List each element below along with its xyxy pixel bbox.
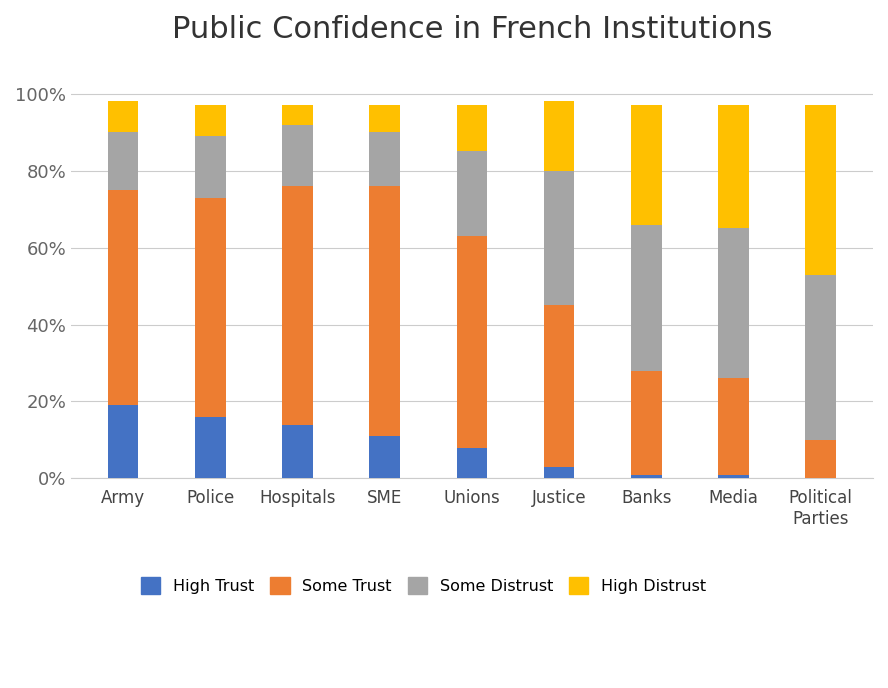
Bar — [543, 467, 575, 478]
Bar — [195, 197, 226, 417]
Bar — [195, 136, 226, 197]
Bar — [282, 105, 313, 125]
Bar — [805, 105, 836, 275]
Bar — [282, 125, 313, 186]
Bar — [805, 275, 836, 440]
Bar — [631, 105, 662, 224]
Bar — [718, 228, 749, 378]
Bar — [108, 132, 139, 190]
Bar — [631, 224, 662, 371]
Bar — [108, 101, 139, 132]
Bar — [108, 405, 139, 478]
Bar — [369, 105, 400, 132]
Bar — [369, 132, 400, 186]
Bar — [108, 190, 139, 405]
Bar — [543, 171, 575, 305]
Bar — [456, 448, 488, 478]
Bar — [543, 305, 575, 467]
Legend: High Trust, Some Trust, Some Distrust, High Distrust: High Trust, Some Trust, Some Distrust, H… — [133, 570, 714, 602]
Bar — [718, 378, 749, 475]
Title: Public Confidence in French Institutions: Public Confidence in French Institutions — [171, 15, 773, 44]
Bar — [718, 475, 749, 478]
Bar — [195, 105, 226, 136]
Bar — [805, 440, 836, 478]
Bar — [369, 436, 400, 478]
Bar — [543, 101, 575, 171]
Bar — [718, 105, 749, 228]
Bar — [195, 417, 226, 478]
Bar — [282, 424, 313, 478]
Bar — [369, 186, 400, 436]
Bar — [631, 475, 662, 478]
Bar — [456, 236, 488, 448]
Bar — [631, 371, 662, 475]
Bar — [456, 151, 488, 236]
Bar — [456, 105, 488, 151]
Bar — [282, 186, 313, 424]
